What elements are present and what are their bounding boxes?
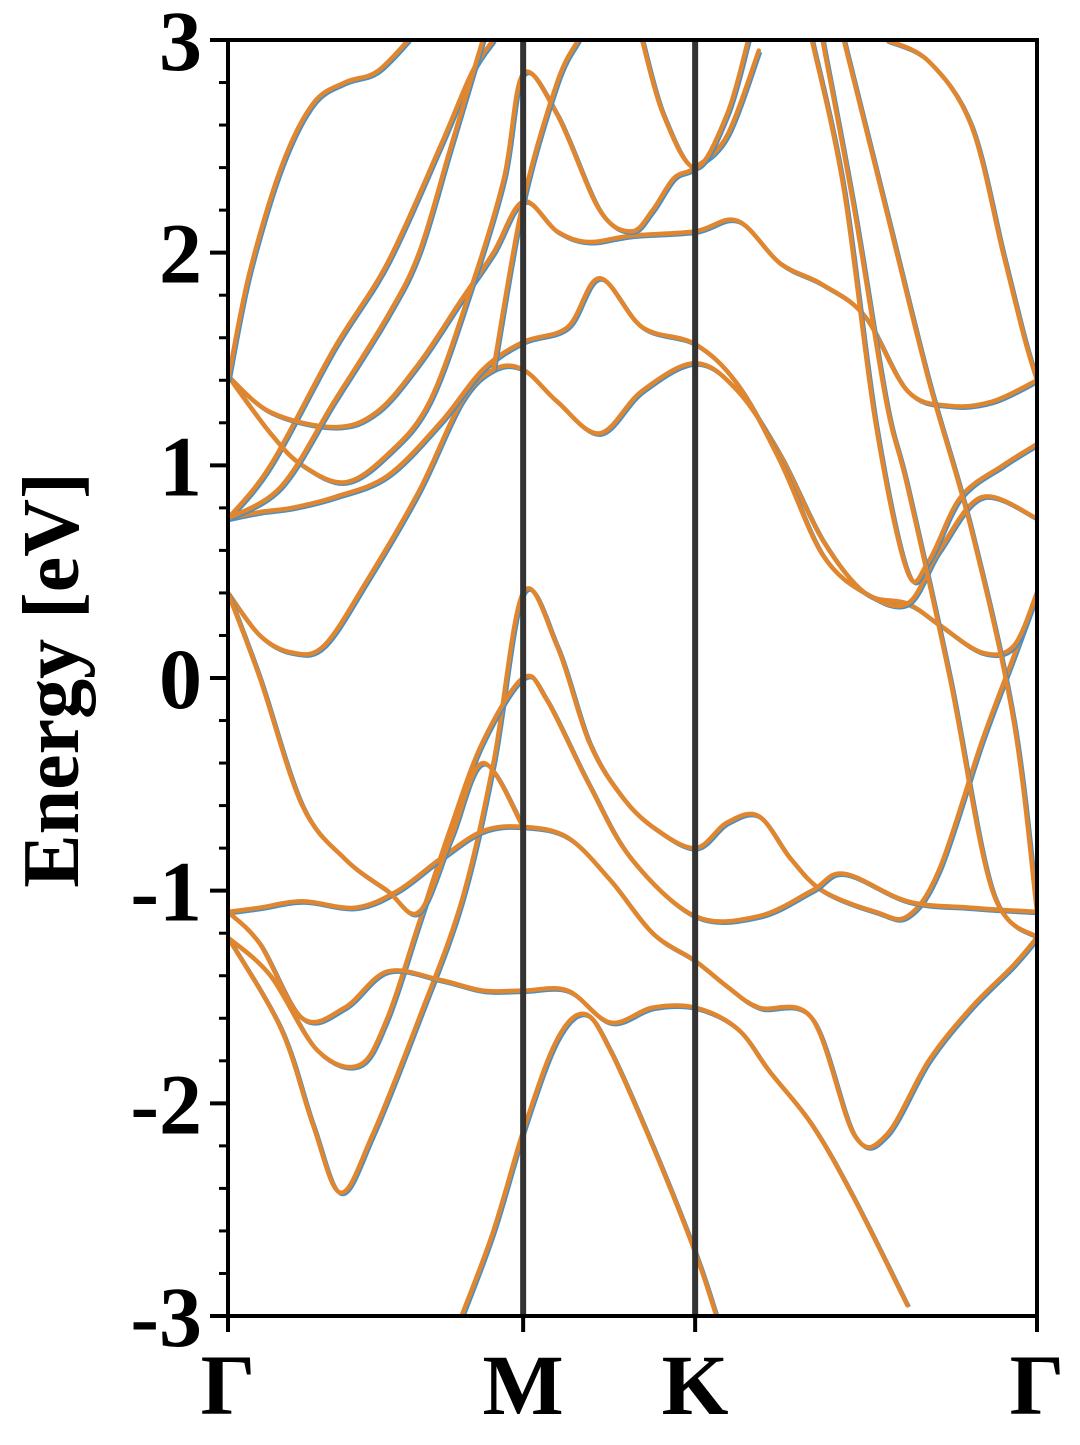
y-tick-label: 3: [159, 0, 202, 89]
band-line: [809, 40, 1037, 584]
band-line: [491, 40, 581, 372]
band-line-shadow: [822, 41, 1037, 941]
band-line: [883, 40, 1037, 383]
band-line-shadow: [228, 675, 1037, 1071]
x-tick-label: M: [483, 1337, 564, 1433]
band-line: [228, 586, 1037, 1195]
band-line: [228, 40, 486, 521]
band-line: [459, 1011, 719, 1316]
band-line-shadow: [461, 1013, 720, 1316]
band-line: [228, 275, 1037, 609]
y-tick-label: 2: [159, 206, 202, 302]
band-line-shadow: [843, 41, 1037, 914]
band-line-shadow: [228, 40, 487, 522]
y-tick-label: 1: [159, 418, 202, 514]
band-line: [228, 909, 910, 1308]
band-line: [228, 590, 526, 917]
band-line: [228, 824, 1037, 1150]
bands-layer: [228, 40, 1037, 1316]
x-tick-label: Γ: [201, 1337, 256, 1433]
band-line: [228, 361, 1037, 657]
y-tick-label: 0: [159, 631, 202, 727]
symmetry-dividers: [520, 40, 699, 1316]
y-tick-label: -3: [130, 1269, 202, 1365]
band-line-shadow: [492, 40, 582, 372]
band-line-shadow: [228, 51, 763, 486]
y-tick-label: -2: [130, 1056, 202, 1152]
band-line: [820, 40, 1037, 940]
band-line: [228, 199, 1037, 430]
band-line-shadow: [228, 911, 911, 1308]
band-line: [228, 40, 411, 383]
y-tick-label: -1: [130, 844, 202, 940]
y-axis-label: Energy [eV]: [8, 472, 96, 887]
x-tick-label: K: [662, 1337, 729, 1433]
band-line-shadow: [228, 362, 1037, 659]
band-line: [228, 48, 762, 485]
band-line: [228, 40, 496, 521]
band-line: [841, 40, 1037, 915]
band-line-shadow: [886, 40, 1037, 383]
x-tick-label: Γ: [1010, 1337, 1065, 1433]
band-line: [228, 673, 1037, 1070]
